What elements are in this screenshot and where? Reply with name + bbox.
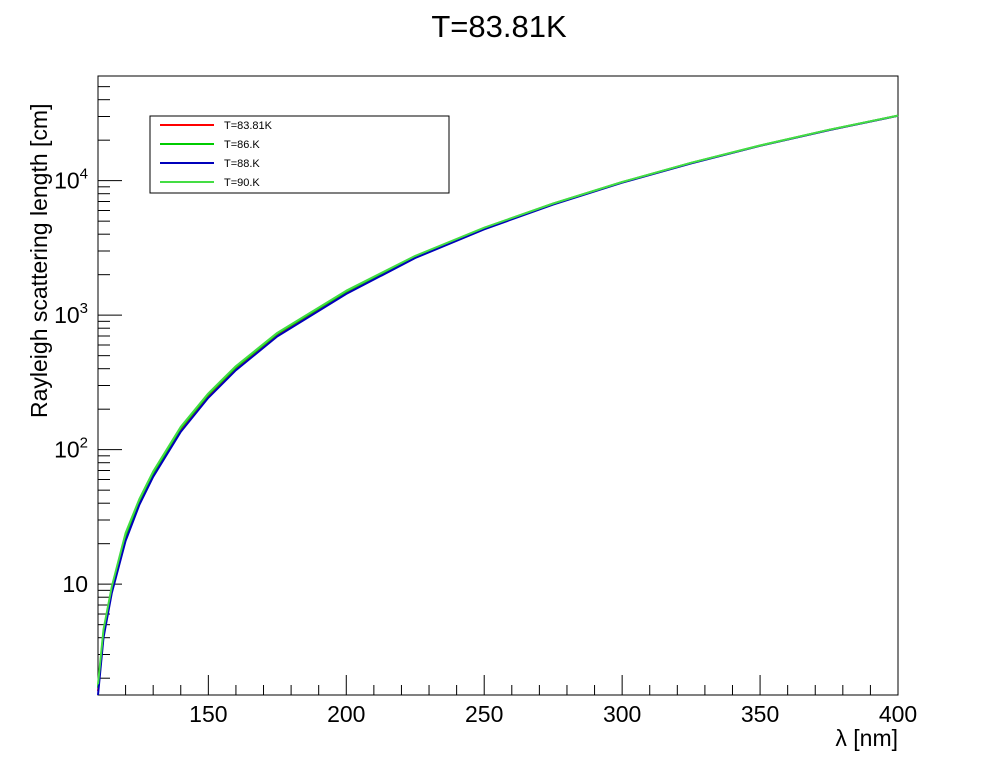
y-tick-label: 103 bbox=[54, 300, 88, 328]
legend-label: T=88.K bbox=[224, 158, 260, 170]
y-tick-base: 10 bbox=[54, 437, 80, 463]
series-line-3 bbox=[97, 114, 899, 696]
y-tick-base: 10 bbox=[54, 302, 80, 328]
y-tick-exponent: 3 bbox=[80, 300, 88, 317]
x-axis: 150 200 250 300 350 400 bbox=[97, 675, 917, 727]
x-tick-label: 300 bbox=[603, 701, 641, 727]
x-tick-label: 200 bbox=[327, 701, 365, 727]
y-tick-label: 104 bbox=[54, 166, 88, 194]
x-tick-label: 400 bbox=[879, 701, 917, 727]
y-tick-base: 10 bbox=[54, 168, 80, 194]
legend-label: T=90.K bbox=[224, 177, 260, 189]
x-tick-label: 250 bbox=[465, 701, 503, 727]
legend-label: T=86.K bbox=[224, 139, 260, 151]
series-line-4 bbox=[97, 114, 899, 685]
x-tick-label: 350 bbox=[741, 701, 779, 727]
y-tick-label: 10 bbox=[62, 571, 88, 597]
y-tick-label: 102 bbox=[54, 435, 88, 463]
legend-box bbox=[149, 115, 450, 194]
series-layer bbox=[97, 114, 899, 696]
y-axis-label: Rayleigh scattering length [cm] bbox=[26, 104, 52, 419]
legend: T=83.81K T=86.K T=88.K T=90.K bbox=[149, 115, 450, 194]
series-line-1 bbox=[97, 114, 899, 692]
legend-label: T=83.81K bbox=[224, 120, 273, 132]
x-tick-label: 150 bbox=[189, 701, 227, 727]
x-axis-label: λ [nm] bbox=[835, 725, 898, 751]
y-tick-exponent: 2 bbox=[80, 435, 88, 452]
chart-title: T=83.81K bbox=[431, 9, 567, 44]
series-line-2 bbox=[97, 114, 899, 688]
y-tick-exponent: 4 bbox=[80, 166, 88, 183]
